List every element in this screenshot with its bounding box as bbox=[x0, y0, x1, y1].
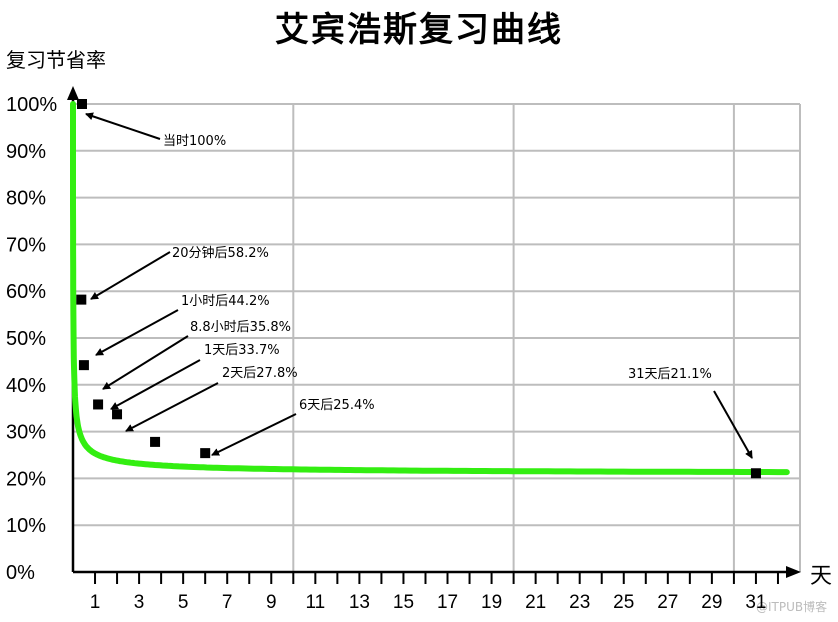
y-tick-label: 90% bbox=[6, 141, 46, 163]
annotation-label: 20分钟后58.2% bbox=[172, 245, 269, 261]
annotation-label: 1小时后44.2% bbox=[181, 294, 270, 309]
x-tick-label: 9 bbox=[266, 592, 277, 613]
annotation-arrow bbox=[713, 390, 753, 459]
annotation-arrow bbox=[85, 112, 161, 140]
x-tick-label: 1 bbox=[90, 592, 101, 613]
annotation-label: 当时100% bbox=[163, 134, 226, 149]
annotation-label: 6天后25.4% bbox=[299, 398, 375, 413]
y-axis-label: 复习节省率 bbox=[6, 48, 106, 72]
x-tick-label: 21 bbox=[525, 592, 546, 613]
annotation-arrow bbox=[102, 335, 189, 390]
y-tick-label: 0% bbox=[6, 562, 35, 584]
x-tick-label: 27 bbox=[657, 592, 678, 613]
annotation-arrow bbox=[211, 413, 297, 456]
annotation-label: 1天后33.7% bbox=[204, 343, 280, 358]
markers-layer bbox=[76, 99, 761, 479]
x-tick-label: 23 bbox=[569, 592, 590, 613]
grid bbox=[73, 103, 801, 572]
x-tick-label: 3 bbox=[134, 592, 145, 613]
x-tick-label: 19 bbox=[481, 592, 502, 613]
axes bbox=[67, 86, 801, 578]
x-tick-label: 5 bbox=[178, 592, 189, 613]
annotation-label: 31天后21.1% bbox=[628, 367, 712, 382]
x-tick-label: 13 bbox=[349, 592, 370, 613]
ticks: 1 3 5 7 9 11 13 15 17 19 21 23 25 27 29 310%10%20%30%40… bbox=[6, 94, 779, 613]
y-tick-label: 20% bbox=[6, 468, 46, 490]
data-point-marker bbox=[76, 294, 87, 305]
x-axis-arrow bbox=[786, 566, 801, 578]
x-tick-label: 17 bbox=[437, 592, 458, 613]
y-tick-label: 60% bbox=[6, 281, 46, 303]
data-point-marker bbox=[112, 409, 123, 420]
annotation-label: 2天后27.8% bbox=[222, 366, 298, 381]
annotation-arrow bbox=[110, 359, 201, 410]
y-tick-label: 70% bbox=[6, 234, 46, 256]
data-point-marker bbox=[200, 448, 211, 459]
y-axis-arrow bbox=[67, 86, 79, 100]
x-axis-label: 天 bbox=[810, 564, 833, 589]
annotation-label: 8.8小时后35.8% bbox=[190, 320, 291, 335]
x-tick-label: 11 bbox=[305, 592, 325, 613]
y-tick-label: 50% bbox=[6, 328, 46, 350]
forgetting-curve-line bbox=[70, 101, 790, 476]
y-tick-label: 10% bbox=[6, 515, 46, 537]
data-point-marker bbox=[77, 99, 87, 109]
y-tick-label: 100% bbox=[6, 94, 57, 116]
x-tick-label: 31 bbox=[745, 592, 766, 613]
watermark: @ITPUB博客 bbox=[756, 600, 828, 614]
data-point-marker bbox=[150, 436, 161, 447]
data-point-marker bbox=[750, 468, 761, 479]
x-tick-label: 15 bbox=[393, 592, 414, 613]
y-tick-label: 30% bbox=[6, 422, 46, 444]
y-tick-label: 40% bbox=[6, 375, 46, 397]
curve-layer bbox=[70, 101, 790, 476]
x-tick-label: 7 bbox=[222, 592, 233, 613]
annotation-arrow bbox=[90, 251, 171, 300]
annotations-layer: 当时100% 20分钟后58.2% 1小时后44.2% 8.8小时后35.8% 1天后3… bbox=[85, 112, 753, 459]
data-point-marker bbox=[93, 399, 104, 410]
annotation-arrow bbox=[125, 382, 219, 432]
annotation-arrow bbox=[95, 309, 179, 356]
chart-title: 艾宾浩斯复习曲线 bbox=[275, 10, 563, 50]
data-point-marker bbox=[78, 360, 89, 371]
x-tick-label: 29 bbox=[701, 592, 722, 613]
y-tick-label: 80% bbox=[6, 188, 46, 210]
x-tick-label: 25 bbox=[613, 592, 634, 613]
